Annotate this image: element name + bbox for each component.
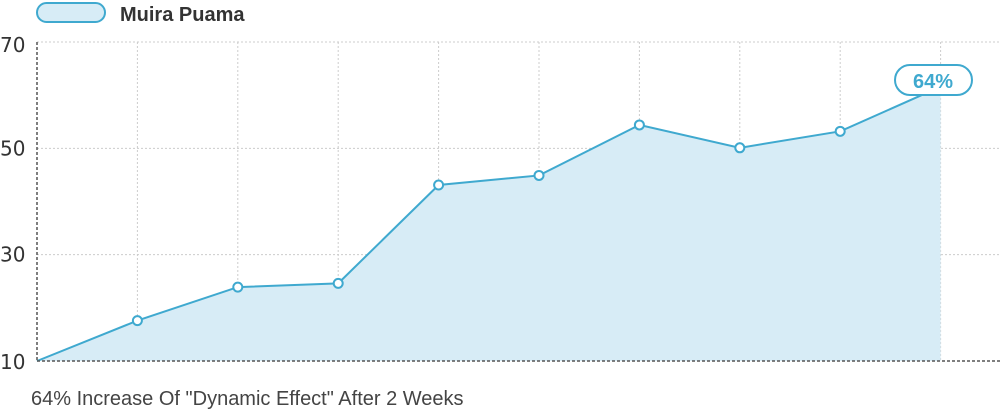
data-point xyxy=(131,315,143,327)
legend-label: Muira Puama xyxy=(120,4,245,26)
data-point xyxy=(232,281,244,293)
data-point xyxy=(834,125,846,137)
data-points xyxy=(131,119,846,327)
callout-box xyxy=(894,64,973,96)
y-tick-label: 10 xyxy=(0,350,25,374)
data-point xyxy=(332,277,344,289)
data-point xyxy=(734,142,746,154)
y-tick-label: 50 xyxy=(0,136,25,160)
area-fill xyxy=(37,86,941,361)
callout-label: 64% xyxy=(913,71,953,93)
legend: Muira Puama xyxy=(36,2,245,26)
y-tick-label: 30 xyxy=(0,243,25,267)
area-layer xyxy=(36,85,942,362)
y-tick-label: 70 xyxy=(0,33,25,57)
data-point xyxy=(533,169,545,181)
data-point xyxy=(433,179,445,191)
annotation-callout: 64% xyxy=(894,64,973,96)
data-point xyxy=(633,119,645,131)
axes: 10 30 50 70 xyxy=(0,33,1000,374)
chart-caption: 64% Increase Of "Dynamic Effect" After 2… xyxy=(31,388,464,410)
legend-swatch xyxy=(36,2,106,23)
series-line xyxy=(36,85,942,362)
